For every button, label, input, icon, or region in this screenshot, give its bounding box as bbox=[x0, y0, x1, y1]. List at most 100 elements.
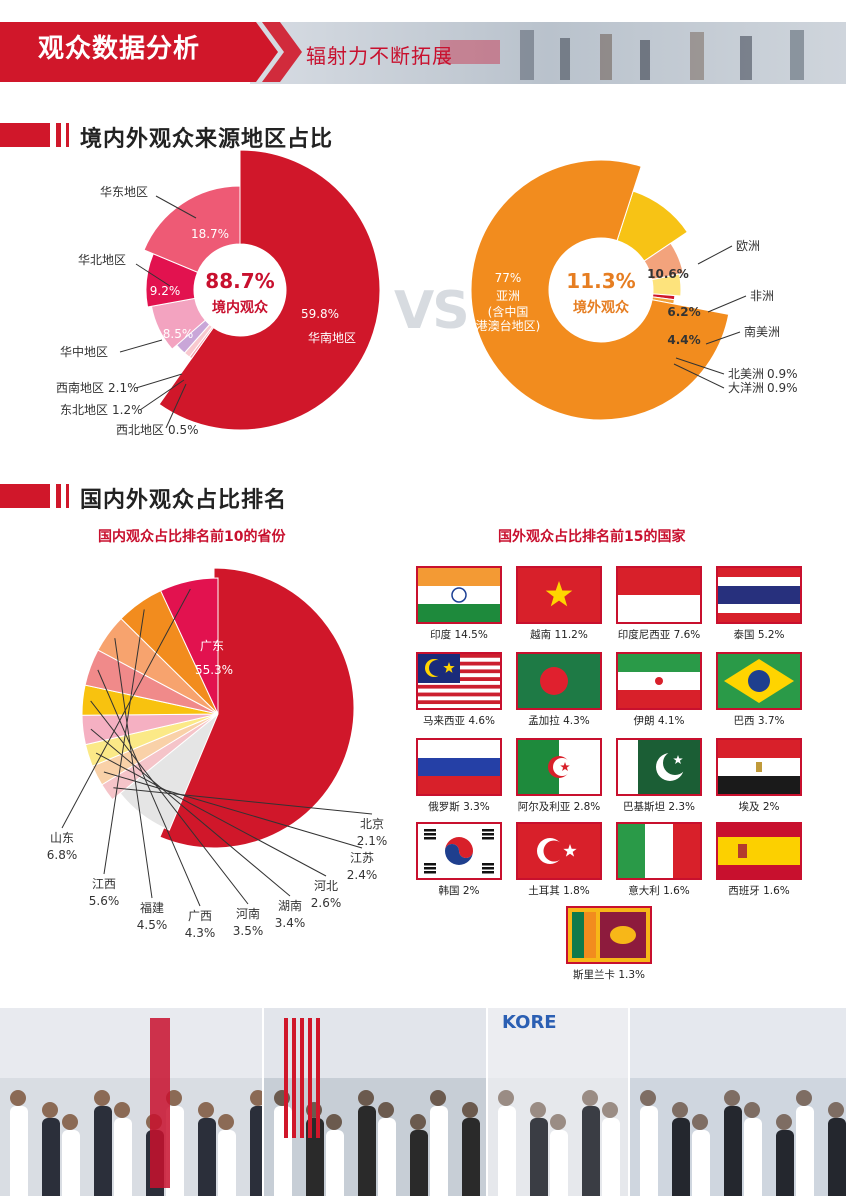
slice-name: 广东 bbox=[200, 639, 224, 653]
country-cell-vietnam: 越南 11.2% bbox=[514, 566, 604, 642]
slice-name: 华中地区 bbox=[60, 344, 108, 359]
section-title-source: 境内外观众来源地区占比 bbox=[80, 127, 334, 152]
slice-name: 南美洲 bbox=[744, 324, 780, 339]
small-slice-name: 东北地区 bbox=[60, 403, 108, 417]
slice-percent: 2.4% bbox=[347, 868, 378, 882]
leader-line bbox=[705, 331, 741, 345]
country-label: 意大利 1.6% bbox=[628, 885, 690, 897]
slice-name: 广西 bbox=[188, 909, 212, 923]
small-slice-label: 西北地区 0.5% bbox=[116, 423, 199, 437]
center-value: 88.7% bbox=[205, 269, 274, 293]
donut-hole bbox=[196, 246, 284, 334]
country-label: 俄罗斯 3.3% bbox=[428, 801, 490, 813]
country-cell-italy: 意大利 1.6% bbox=[614, 822, 704, 898]
slice-percent: 55.3% bbox=[195, 663, 233, 677]
small-slice-name: 大洋洲 bbox=[728, 380, 764, 395]
donut-slice-7 bbox=[143, 185, 241, 273]
country-cell-spain: 西班牙 1.6% bbox=[714, 822, 804, 898]
slice-name: 湖南 bbox=[278, 898, 302, 913]
banner-slogan: 辐射力不断拓展 bbox=[306, 44, 453, 68]
flag-frame bbox=[416, 652, 502, 710]
section-bar-source bbox=[0, 123, 69, 147]
small-slice-name: 北美洲 bbox=[728, 367, 764, 381]
country-cell-malaysia: 马来西亚 4.6% bbox=[414, 652, 504, 728]
top-banner: 观众数据分析 辐射力不断拓展 bbox=[0, 0, 846, 90]
small-slice-value: 1.2% bbox=[112, 403, 143, 417]
slice-label-name: 华南地区 bbox=[308, 330, 356, 345]
country-label: 西班牙 1.6% bbox=[728, 885, 790, 897]
center-value: 11.3% bbox=[566, 269, 635, 293]
crowd-photo bbox=[264, 1008, 486, 1196]
vietnam-flag-icon bbox=[518, 568, 600, 622]
slice-name: 江苏 bbox=[350, 851, 374, 865]
country-cell-thailand: 泰国 5.2% bbox=[714, 566, 804, 642]
country-label: 阿尔及利亚 2.8% bbox=[517, 801, 601, 813]
small-slice-label: 大洋洲 0.9% bbox=[728, 380, 798, 395]
country-label: 马来西亚 4.6% bbox=[422, 715, 495, 727]
country-cell-pakistan: 巴基斯坦 2.3% bbox=[614, 738, 704, 814]
slice-percent: 18.7% bbox=[191, 227, 229, 241]
flag-frame bbox=[716, 738, 802, 796]
pie-slice-11 bbox=[160, 577, 219, 715]
country-label: 斯里兰卡 1.3% bbox=[572, 969, 645, 981]
leader-line bbox=[675, 357, 725, 375]
india-flag-icon bbox=[418, 568, 500, 622]
slice-name: 华北地区 bbox=[78, 253, 126, 267]
russia-flag-icon bbox=[418, 740, 500, 794]
leader-line bbox=[155, 195, 197, 219]
domestic-ranking-title: 国内观众占比排名前10的省份 bbox=[98, 529, 286, 545]
country-label: 伊朗 4.1% bbox=[633, 715, 685, 727]
korea-flag-icon bbox=[418, 824, 500, 878]
meeting-photo bbox=[0, 1008, 262, 1196]
flag-frame bbox=[416, 738, 502, 796]
thailand-flag-icon bbox=[718, 568, 800, 622]
photo-strip: KORE bbox=[0, 1008, 846, 1196]
brazil-flag-icon bbox=[718, 654, 800, 708]
small-slice-label: 西南地区 2.1% bbox=[56, 380, 139, 395]
discussion-photo bbox=[630, 1008, 846, 1196]
country-cell-india: 印度 14.5% bbox=[414, 566, 504, 642]
slice-percent: 4.4% bbox=[667, 333, 700, 347]
booth-photo: KORE bbox=[488, 1008, 628, 1196]
slice-percent: 4.3% bbox=[185, 926, 216, 940]
flag-frame bbox=[416, 566, 502, 624]
leader-line bbox=[135, 263, 171, 287]
algeria-flag-icon bbox=[518, 740, 600, 794]
country-label: 巴西 3.7% bbox=[733, 715, 785, 727]
country-label: 埃及 2% bbox=[738, 801, 780, 813]
slice-name: 北京 bbox=[360, 817, 384, 831]
spain-flag-icon bbox=[718, 824, 800, 878]
indonesia-flag-icon bbox=[618, 568, 700, 622]
country-cell-turkey: 土耳其 1.8% bbox=[514, 822, 604, 898]
donut-slice-1 bbox=[158, 149, 381, 431]
country-label: 土耳其 1.8% bbox=[528, 885, 590, 897]
flag-frame bbox=[616, 822, 702, 880]
turkey-flag-icon bbox=[518, 824, 600, 878]
slice-percent: 5.6% bbox=[89, 894, 120, 908]
country-label: 泰国 5.2% bbox=[733, 629, 785, 641]
slice-percent: 6.8% bbox=[47, 848, 78, 862]
slice-name: 福建 bbox=[140, 900, 164, 915]
small-slice-label: 东北地区 1.2% bbox=[60, 403, 143, 417]
leader-line bbox=[119, 339, 163, 353]
leader-line bbox=[114, 638, 153, 899]
leader-line bbox=[707, 295, 747, 313]
slice-name: 华东地区 bbox=[100, 185, 148, 199]
country-label: 韩国 2% bbox=[438, 885, 480, 897]
leader-line bbox=[90, 728, 291, 897]
small-slice-value: 0.9% bbox=[767, 367, 798, 381]
slice-percent: 8.5% bbox=[163, 327, 194, 341]
leader-line bbox=[61, 588, 191, 829]
country-cell-srilanka: 斯里兰卡 1.3% bbox=[564, 906, 654, 982]
egypt-flag-icon bbox=[718, 740, 800, 794]
flag-frame bbox=[516, 822, 602, 880]
section-bar-ranking bbox=[0, 484, 69, 508]
srilanka-flag-icon bbox=[568, 908, 650, 962]
slice-percent: 3.4% bbox=[275, 916, 306, 930]
flag-frame bbox=[616, 652, 702, 710]
country-cell-egypt: 埃及 2% bbox=[714, 738, 804, 814]
small-slice-label: 北美洲 0.9% bbox=[728, 367, 798, 381]
country-label: 印度尼西亚 7.6% bbox=[617, 629, 701, 641]
country-cell-iran: 伊朗 4.1% bbox=[614, 652, 704, 728]
country-cell-korea: 韩国 2% bbox=[414, 822, 504, 898]
